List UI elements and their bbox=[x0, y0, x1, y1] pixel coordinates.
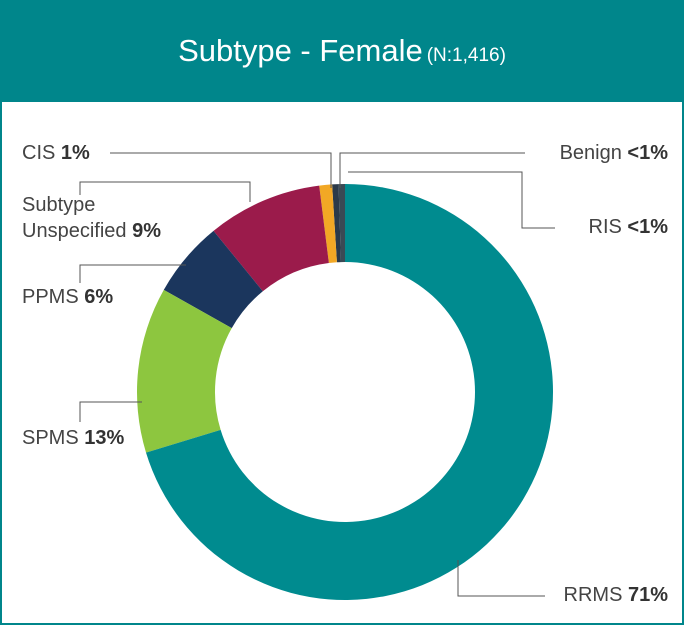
leader-line bbox=[457, 560, 545, 597]
category-label: Benign bbox=[559, 142, 622, 164]
chart-title: Subtype - Female bbox=[178, 33, 423, 68]
value-label: 71% bbox=[627, 584, 668, 606]
slice bbox=[146, 184, 553, 600]
leader-line bbox=[339, 152, 525, 188]
leader-line bbox=[79, 181, 251, 202]
category-label: RRMS bbox=[563, 584, 623, 606]
leader-line bbox=[348, 171, 555, 229]
slice-label: PPMS 6% bbox=[22, 284, 113, 310]
header: Subtype - Female (N:1,416) bbox=[0, 0, 684, 102]
slice-label: Benign <1% bbox=[560, 140, 668, 166]
frame bbox=[0, 102, 684, 625]
value-label: 6% bbox=[84, 286, 114, 308]
chart-subtitle: (N:1,416) bbox=[426, 45, 506, 66]
value-label: 1% bbox=[60, 142, 90, 164]
slice-label: Subtype Unspecified 9% bbox=[22, 192, 192, 244]
value-label: <1% bbox=[627, 142, 668, 164]
category-label: SPMS bbox=[22, 427, 79, 449]
value-label: 13% bbox=[84, 427, 125, 449]
value-label: 9% bbox=[132, 220, 161, 242]
category-label: CIS bbox=[22, 142, 56, 164]
category-label: PPMS bbox=[22, 286, 79, 308]
slice-label: RIS <1% bbox=[589, 214, 669, 240]
slice bbox=[332, 184, 341, 263]
slice bbox=[338, 184, 345, 263]
slice bbox=[319, 184, 337, 264]
category-label: Subtype Unspecified bbox=[22, 194, 127, 242]
leader-line bbox=[110, 152, 332, 188]
slice bbox=[137, 289, 232, 453]
slice-label: RRMS 71% bbox=[564, 582, 668, 608]
slice-label: SPMS 13% bbox=[22, 425, 124, 451]
leader-line bbox=[79, 401, 142, 422]
leader-line bbox=[79, 264, 186, 283]
slice bbox=[163, 230, 263, 329]
value-label: <1% bbox=[627, 216, 668, 238]
slice bbox=[213, 185, 329, 292]
leader-lines bbox=[79, 152, 555, 597]
category-label: RIS bbox=[588, 216, 622, 238]
slice-label: CIS 1% bbox=[22, 140, 90, 166]
